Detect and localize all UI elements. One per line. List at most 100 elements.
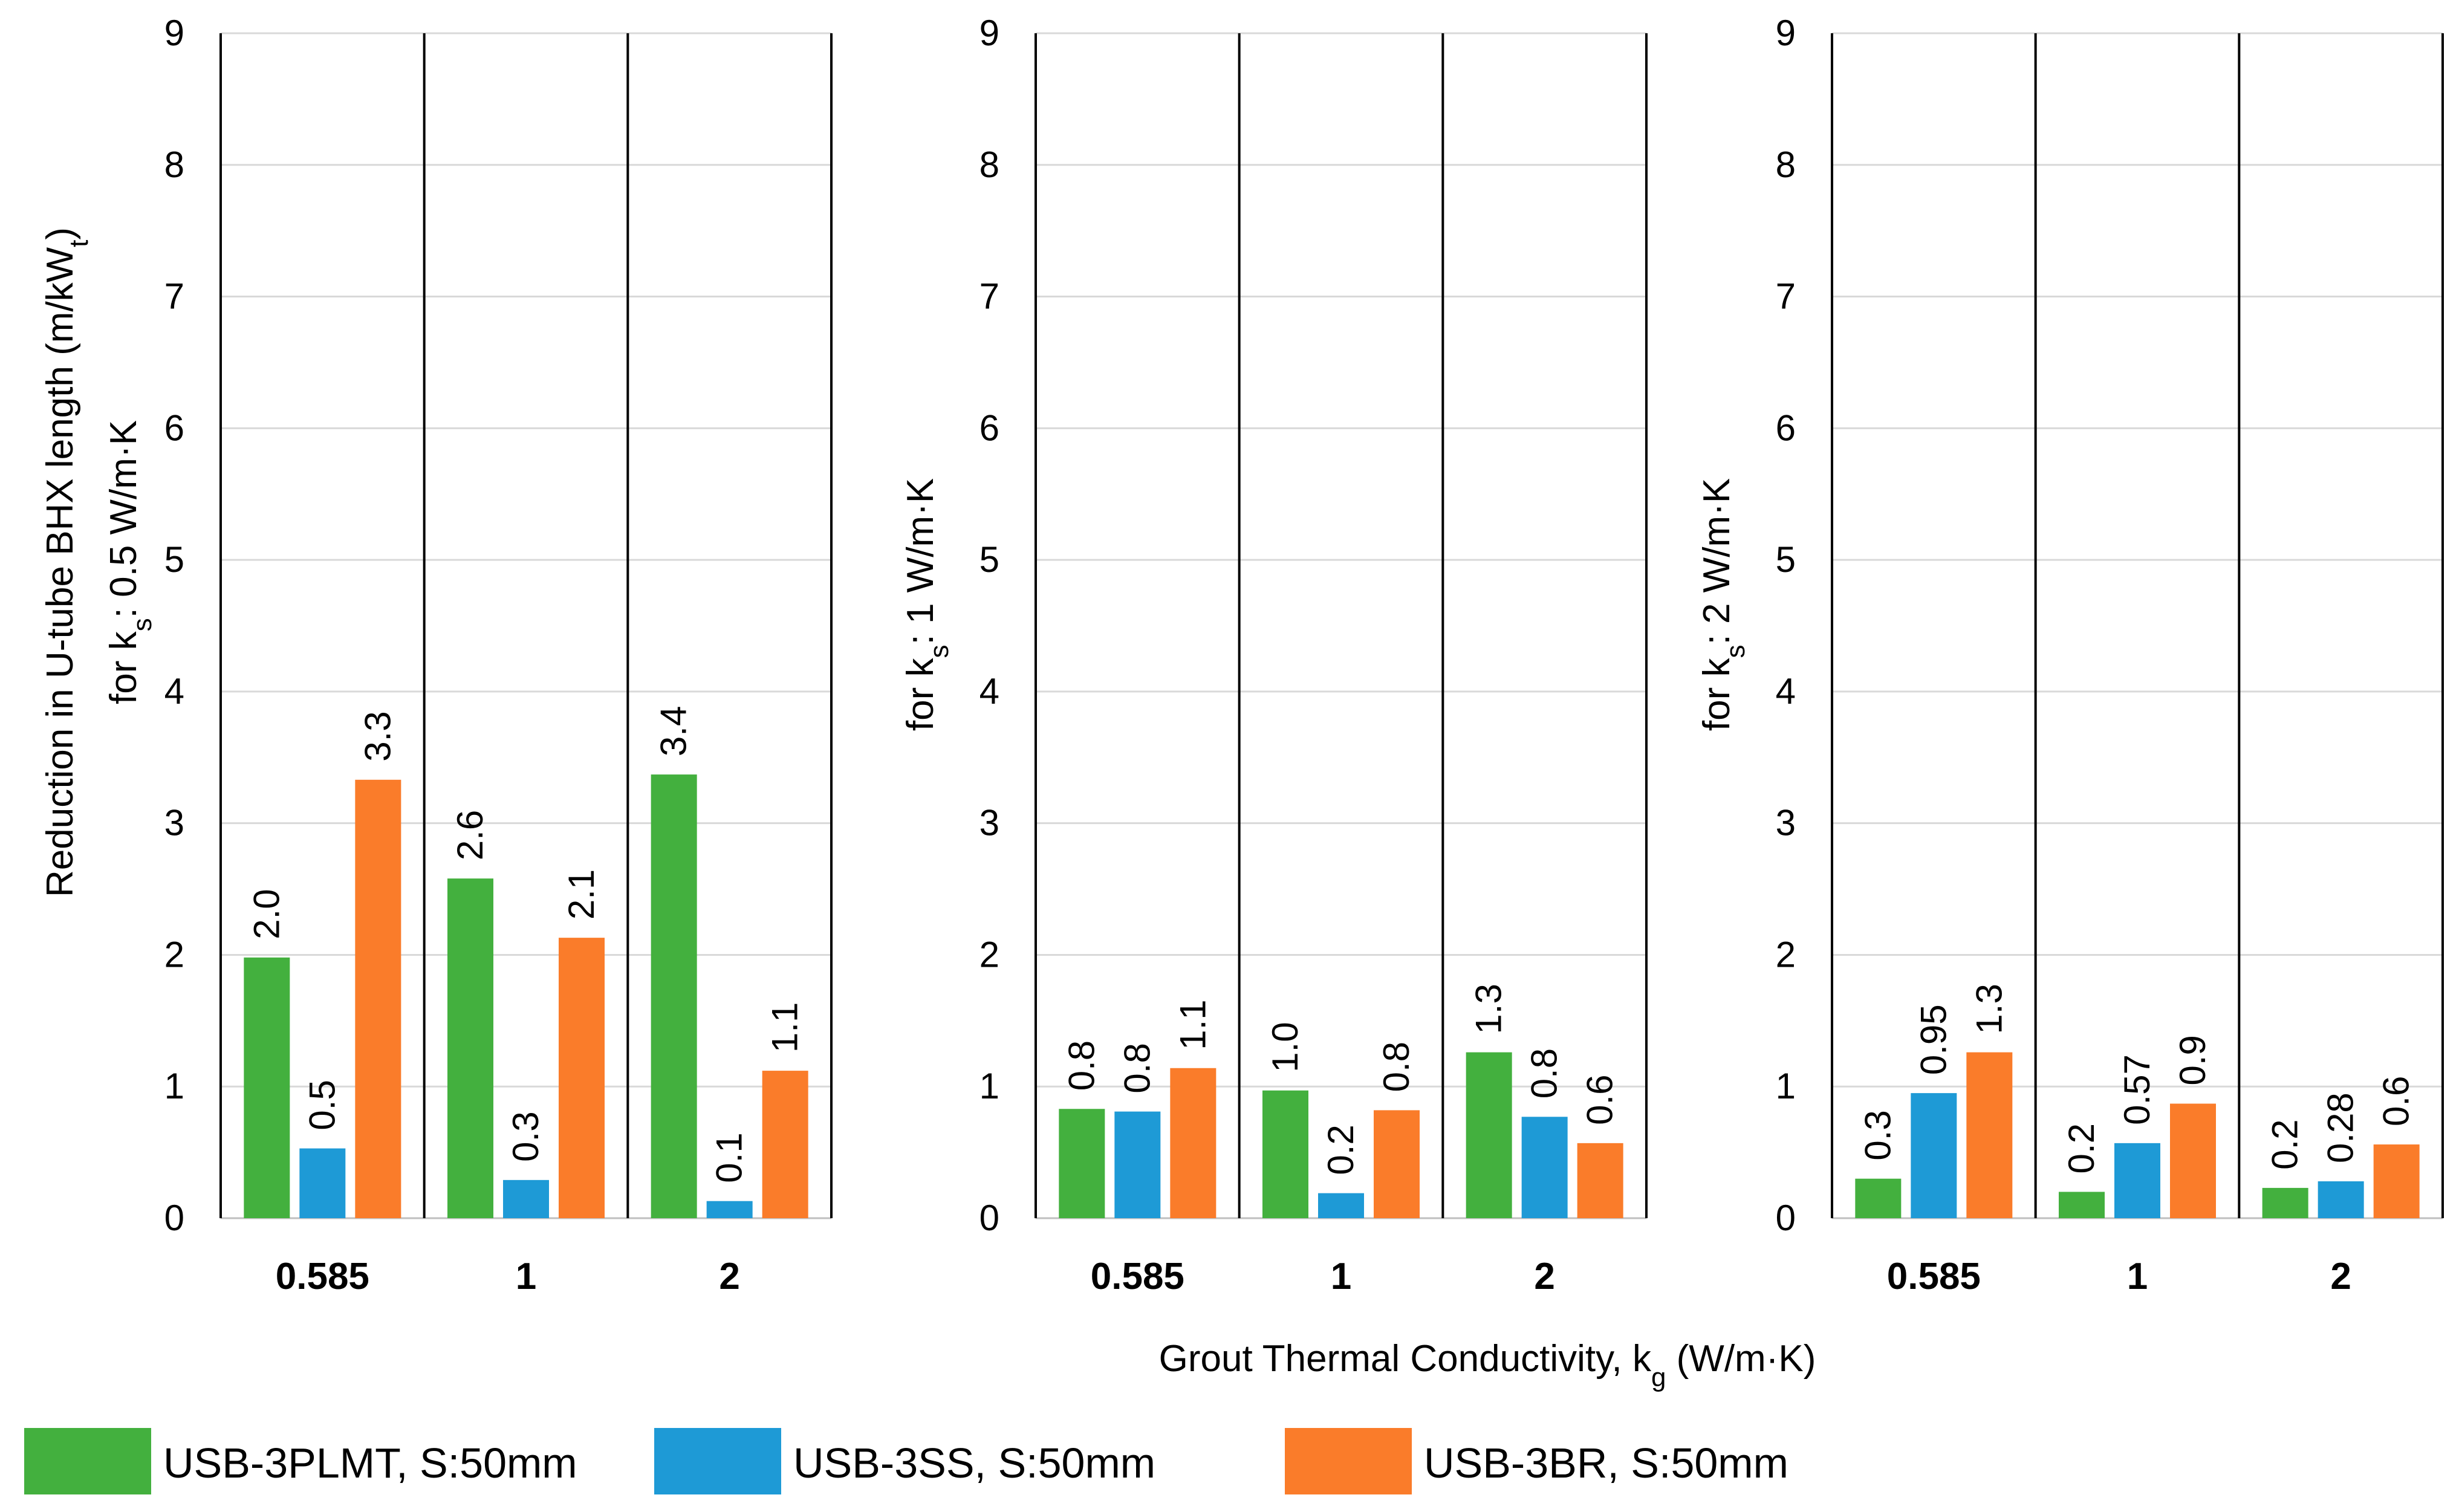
- bar: [2170, 1103, 2216, 1218]
- y-axis-title-text: Reduction in U-tube BHX length (m/kW: [39, 247, 81, 897]
- bar: [355, 779, 401, 1218]
- bar: [1966, 1052, 2013, 1218]
- bar: [2262, 1187, 2308, 1218]
- bar: [2373, 1144, 2420, 1218]
- y-tick-label: 0: [979, 1198, 999, 1238]
- data-label: 0.3: [1857, 1110, 1898, 1160]
- data-label: 0.9: [2172, 1035, 2213, 1085]
- bar: [1911, 1093, 1957, 1218]
- category-label: 1: [2127, 1256, 2148, 1297]
- bar: [1374, 1110, 1420, 1218]
- data-label: 0.6: [1580, 1074, 1620, 1124]
- legend-swatch-usb-3br: [1285, 1428, 1412, 1494]
- data-label: 1.3: [1469, 984, 1509, 1034]
- data-label: 0.57: [2117, 1054, 2157, 1125]
- panel-y-axis-label-sub: s: [1721, 644, 1750, 658]
- panel-2: 0 1 2 3 4 5 6 7 8 9 for ks: 1 W/m·K 0.8 0.8 1.1 0.585 1…: [900, 13, 1648, 1297]
- y-tick-label: 8: [979, 144, 999, 185]
- y-tick-label: 7: [1776, 276, 1796, 317]
- y-tick-label: 5: [1776, 539, 1796, 580]
- category-label: 2: [719, 1256, 739, 1297]
- y-tick-label: 9: [164, 13, 184, 53]
- bar: [1262, 1090, 1308, 1218]
- bar: [447, 878, 493, 1218]
- panel-y-axis-label: for ks: 0.5 W/m·K: [103, 420, 157, 704]
- data-label: 1.1: [1172, 999, 1213, 1050]
- data-label: 3.4: [654, 706, 694, 756]
- bar: [2114, 1143, 2160, 1218]
- data-label: 2.1: [561, 869, 602, 920]
- y-tick-label: 6: [1776, 407, 1796, 448]
- data-label: 2.0: [246, 889, 287, 939]
- bar: [1855, 1178, 1902, 1218]
- panel-y-axis-label-text: : 2 W/m·K: [1696, 478, 1738, 645]
- data-label: 0.8: [1376, 1042, 1417, 1092]
- bar: [1466, 1052, 1512, 1218]
- panel-1: 0 1 2 3 4 5 6 7 8 9 for ks: 0.5 W/m·K 2.0 0.5 3.3 0.58…: [103, 13, 833, 1297]
- y-tick-label: 2: [164, 934, 184, 975]
- bar: [1577, 1143, 1623, 1218]
- data-label: 1.0: [1265, 1022, 1305, 1072]
- category-label: 2: [1534, 1256, 1554, 1297]
- y-tick-label: 0: [164, 1198, 184, 1238]
- data-label: 3.3: [357, 711, 398, 761]
- category-label: 1: [1331, 1256, 1351, 1297]
- data-label: 1.3: [1969, 984, 2009, 1034]
- y-tick-label: 8: [164, 144, 184, 185]
- y-tick-label: 1: [979, 1066, 999, 1106]
- data-label: 0.2: [2061, 1123, 2102, 1173]
- x-axis-title: Grout Thermal Conductivity, kg (W/m·K): [1159, 1338, 1816, 1392]
- y-axis-title: Reduction in U-tube BHX length (m/kWt): [39, 227, 94, 897]
- y-tick-label: 9: [1776, 13, 1796, 53]
- bar: [762, 1071, 808, 1218]
- data-label: 1.1: [765, 1002, 805, 1053]
- y-tick-label: 1: [1776, 1066, 1796, 1106]
- bar: [559, 938, 605, 1218]
- y-tick-label: 4: [164, 671, 184, 712]
- data-label: 0.6: [2376, 1076, 2417, 1126]
- y-axis-title-sub: t: [64, 240, 94, 247]
- data-label: 0.8: [1117, 1043, 1157, 1093]
- data-label: 0.95: [1913, 1004, 1954, 1075]
- panel-3: 0 1 2 3 4 5 6 7 8 9 for ks: 2 W/m·K 0.3 0.95 1.3 0.585…: [1696, 13, 2444, 1297]
- bar: [1059, 1109, 1105, 1218]
- bar: [1170, 1068, 1217, 1218]
- legend-label-usb-3br: USB-3BR, S:50mm: [1424, 1439, 1788, 1487]
- y-tick-label: 7: [164, 276, 184, 317]
- bar: [503, 1179, 549, 1218]
- legend-swatch-usb-3ss: [654, 1428, 781, 1494]
- y-tick-label: 9: [979, 13, 999, 53]
- panel-y-axis-label-text: : 1 W/m·K: [900, 478, 941, 645]
- panel-y-axis-label: for ks: 2 W/m·K: [1696, 478, 1750, 731]
- y-tick-label: 2: [979, 934, 999, 975]
- data-label: 2.6: [450, 810, 490, 860]
- x-axis-title-sub: g: [1651, 1363, 1666, 1392]
- y-tick-label: 5: [979, 539, 999, 580]
- panel-y-axis-label-text: for k: [103, 631, 145, 704]
- panel-y-axis-label-text: for k: [1696, 657, 1738, 731]
- panel-y-axis-label-sub: s: [128, 618, 157, 631]
- data-label: 0.28: [2321, 1092, 2361, 1163]
- y-axis-title-text: ): [39, 227, 81, 240]
- y-tick-label: 3: [979, 803, 999, 843]
- y-tick-label: 6: [164, 407, 184, 448]
- data-label: 0.8: [1061, 1040, 1102, 1091]
- bar: [706, 1201, 753, 1218]
- panel-y-axis-label-text: for k: [900, 657, 941, 731]
- bar: [1521, 1117, 1568, 1218]
- y-tick-label: 3: [164, 803, 184, 843]
- data-label: 0.2: [2265, 1119, 2305, 1169]
- data-label: 0.3: [505, 1111, 546, 1161]
- bar: [244, 957, 290, 1218]
- y-tick-label: 3: [1776, 803, 1796, 843]
- category-label: 0.585: [276, 1256, 369, 1297]
- category-label: 2: [2330, 1256, 2351, 1297]
- legend-swatch-usb-3plmt: [24, 1428, 151, 1494]
- category-label: 1: [516, 1256, 536, 1297]
- data-label: 0.8: [1524, 1048, 1565, 1098]
- legend-label-usb-3ss: USB-3SS, S:50mm: [793, 1439, 1156, 1487]
- legend: USB-3PLMT, S:50mm USB-3SS, S:50mm USB-3B…: [24, 1428, 2437, 1494]
- x-axis-title-text: Grout Thermal Conductivity, k: [1159, 1338, 1652, 1380]
- panel-y-axis-label: for ks: 1 W/m·K: [900, 478, 954, 731]
